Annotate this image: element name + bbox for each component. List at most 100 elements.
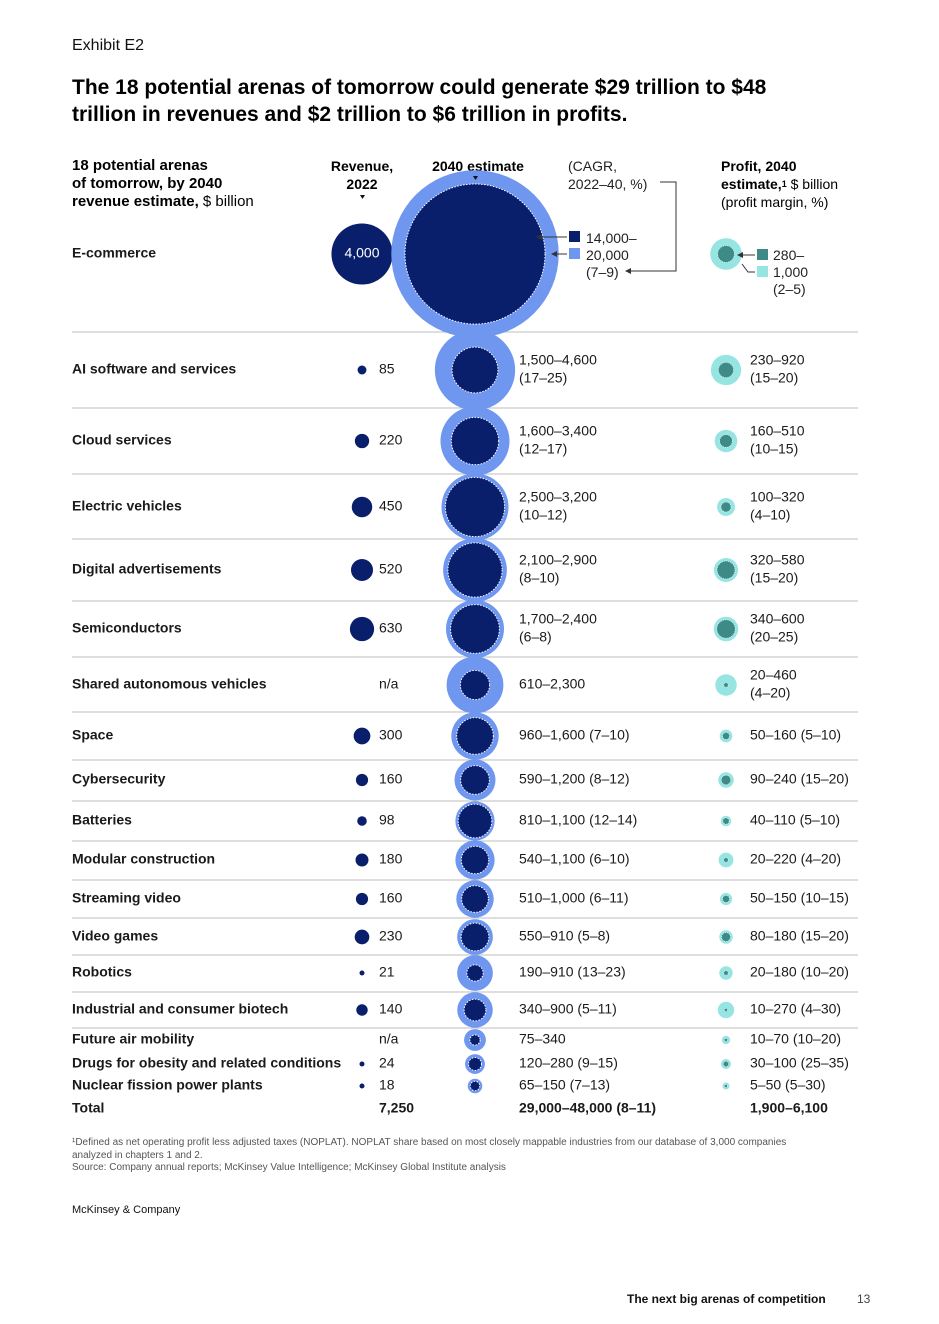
revenue-2022-label: 160: [379, 890, 403, 906]
legend-profit-margin: (2–5): [773, 281, 806, 297]
arena-label: Drugs for obesity and related conditions: [72, 1055, 341, 1071]
revenue-2022-label: 98: [379, 812, 395, 828]
profit-low-bubble: [723, 970, 729, 976]
revenue-2022-bubble: [331, 223, 393, 285]
profit-header-line1: Profit, 2040: [721, 158, 797, 174]
estimate-low-bubble: [463, 998, 487, 1022]
profit-label: 160–510: [750, 423, 805, 439]
revenue-2022-label: n/a: [379, 1031, 399, 1047]
estimate-low-bubble: [447, 542, 503, 598]
legend-revenue-cagr: (7–9): [586, 264, 619, 280]
estimate-cagr-label: (6–8): [519, 629, 552, 645]
revenue-2022-bubble: [359, 970, 365, 976]
profit-low-bubble: [718, 362, 734, 378]
cagr-header-line2: 2022–40, %): [568, 176, 648, 192]
revenue-header-line2: 2022: [346, 176, 378, 192]
profit-column-header: Profit, 2040 estimate,1 $ billion (profi…: [721, 157, 861, 211]
estimate-low-bubble: [468, 1057, 482, 1071]
profit-low-bubble: [723, 682, 729, 688]
chart-title: The 18 potential arenas of tomorrow coul…: [72, 76, 767, 126]
revenue-2022-label: 180: [379, 851, 403, 867]
profit-low-bubble: [722, 732, 730, 740]
estimate-cagr-label: (10–12): [519, 507, 567, 523]
estimate-low-bubble: [444, 476, 506, 538]
estimate-label: 190–910 (13–23): [519, 964, 626, 980]
estimate-label: 340–900 (5–11): [519, 1001, 617, 1017]
revenue-2022-bubble: [354, 929, 370, 945]
arena-label: Cloud services: [72, 432, 172, 448]
legend-revenue-low: 14,000–: [586, 230, 637, 246]
profit-low-bubble: [722, 895, 730, 903]
profit-low-bubble: [721, 932, 731, 942]
total-revenue-2022: 7,250: [379, 1100, 414, 1116]
profit-low-bubble: [723, 857, 729, 863]
profit-header-line3: (profit margin, %): [721, 194, 829, 210]
legend-profit-swatch-high: [757, 266, 768, 277]
revenue-2022-label: 450: [379, 498, 403, 514]
total-label: Total: [72, 1100, 104, 1116]
profit-label: 10–70 (10–20): [750, 1031, 841, 1047]
revenue-2022-label: 300: [379, 727, 403, 743]
revenue-column-header: Revenue, 2022: [326, 157, 398, 193]
revenue-2022-label: 18: [379, 1077, 395, 1093]
profit-low-bubble: [722, 817, 730, 825]
profit-margin-label: (4–20): [750, 685, 790, 701]
profit-label: 50–160 (5–10): [750, 727, 841, 743]
profit-label: 20–180 (10–20): [750, 964, 849, 980]
revenue-2022-bubble: [359, 1083, 365, 1089]
estimate-low-bubble: [450, 604, 500, 654]
profit-label: 10–270 (4–30): [750, 1001, 841, 1017]
revenue-header-marker: [360, 195, 365, 199]
estimate-low-bubble: [451, 346, 499, 394]
arena-column-header: 18 potential arenas of tomorrow, by 2040…: [72, 157, 312, 211]
revenue-2022-label: 85: [379, 361, 395, 377]
arena-label: Future air mobility: [72, 1031, 194, 1047]
estimate-low-bubble: [459, 669, 491, 701]
legend-swatch-high: [569, 248, 580, 259]
revenue-2022-bubble: [357, 816, 367, 826]
profit-low-bubble: [719, 434, 733, 448]
estimate-low-bubble: [469, 1034, 481, 1046]
profit-margin-label: (4–10): [750, 507, 790, 523]
total-estimate: 29,000–48,000 (8–11): [519, 1100, 656, 1116]
profit-low-bubble: [722, 1060, 730, 1068]
profit-label: 230–920: [750, 352, 805, 368]
profit-low-bubble: [724, 1084, 728, 1088]
arena-header-unit: $ billion: [202, 193, 254, 210]
profit-low-bubble: [724, 1008, 728, 1012]
revenue-2022-bubble: [350, 558, 374, 582]
arena-header-line1: 18 potential arenas: [72, 157, 208, 174]
profit-label: 100–320: [750, 489, 805, 505]
estimate-low-bubble: [460, 845, 490, 875]
cagr-header-line1: (CAGR,: [568, 158, 617, 174]
revenue-2022-label: n/a: [379, 676, 399, 692]
estimate-label: 1,500–4,600: [519, 352, 597, 368]
revenue-2022-bubble: [354, 433, 370, 449]
profit-label: 80–180 (15–20): [750, 928, 849, 944]
revenue-2022-bubble: [359, 1061, 365, 1067]
estimate-column-header: 2040 estimate: [432, 158, 524, 174]
estimate-low-bubble: [469, 1080, 481, 1092]
revenue-2022-label: 220: [379, 432, 403, 448]
estimate-label: 960–1,600 (7–10): [519, 727, 630, 743]
profit-low-bubble: [724, 1038, 728, 1042]
revenue-2022-label: 21: [379, 964, 395, 980]
legend-profit-arrow-high: [741, 263, 755, 273]
footnote-block: ¹Defined as net operating profit less ad…: [72, 1137, 872, 1175]
legend-profit-high: 1,000: [773, 264, 809, 280]
arena-label: Streaming video: [72, 890, 181, 906]
arena-label: Modular construction: [72, 851, 215, 867]
estimate-header-marker: [473, 176, 478, 180]
footnote-line1: ¹Defined as net operating profit less ad…: [72, 1137, 787, 1148]
revenue-2022-bubble: [355, 773, 369, 787]
estimate-label: 590–1,200 (8–12): [519, 771, 630, 787]
revenue-2022-bubble: [351, 496, 373, 518]
arena-label: Space: [72, 727, 113, 743]
profit-label: 30–100 (25–35): [750, 1055, 849, 1071]
arena-label: Semiconductors: [72, 620, 182, 636]
estimate-cagr-label: (12–17): [519, 441, 567, 457]
profit-label: 90–240 (15–20): [750, 771, 849, 787]
revenue-2022-bubble: [357, 365, 367, 375]
estimate-low-bubble: [456, 717, 494, 755]
